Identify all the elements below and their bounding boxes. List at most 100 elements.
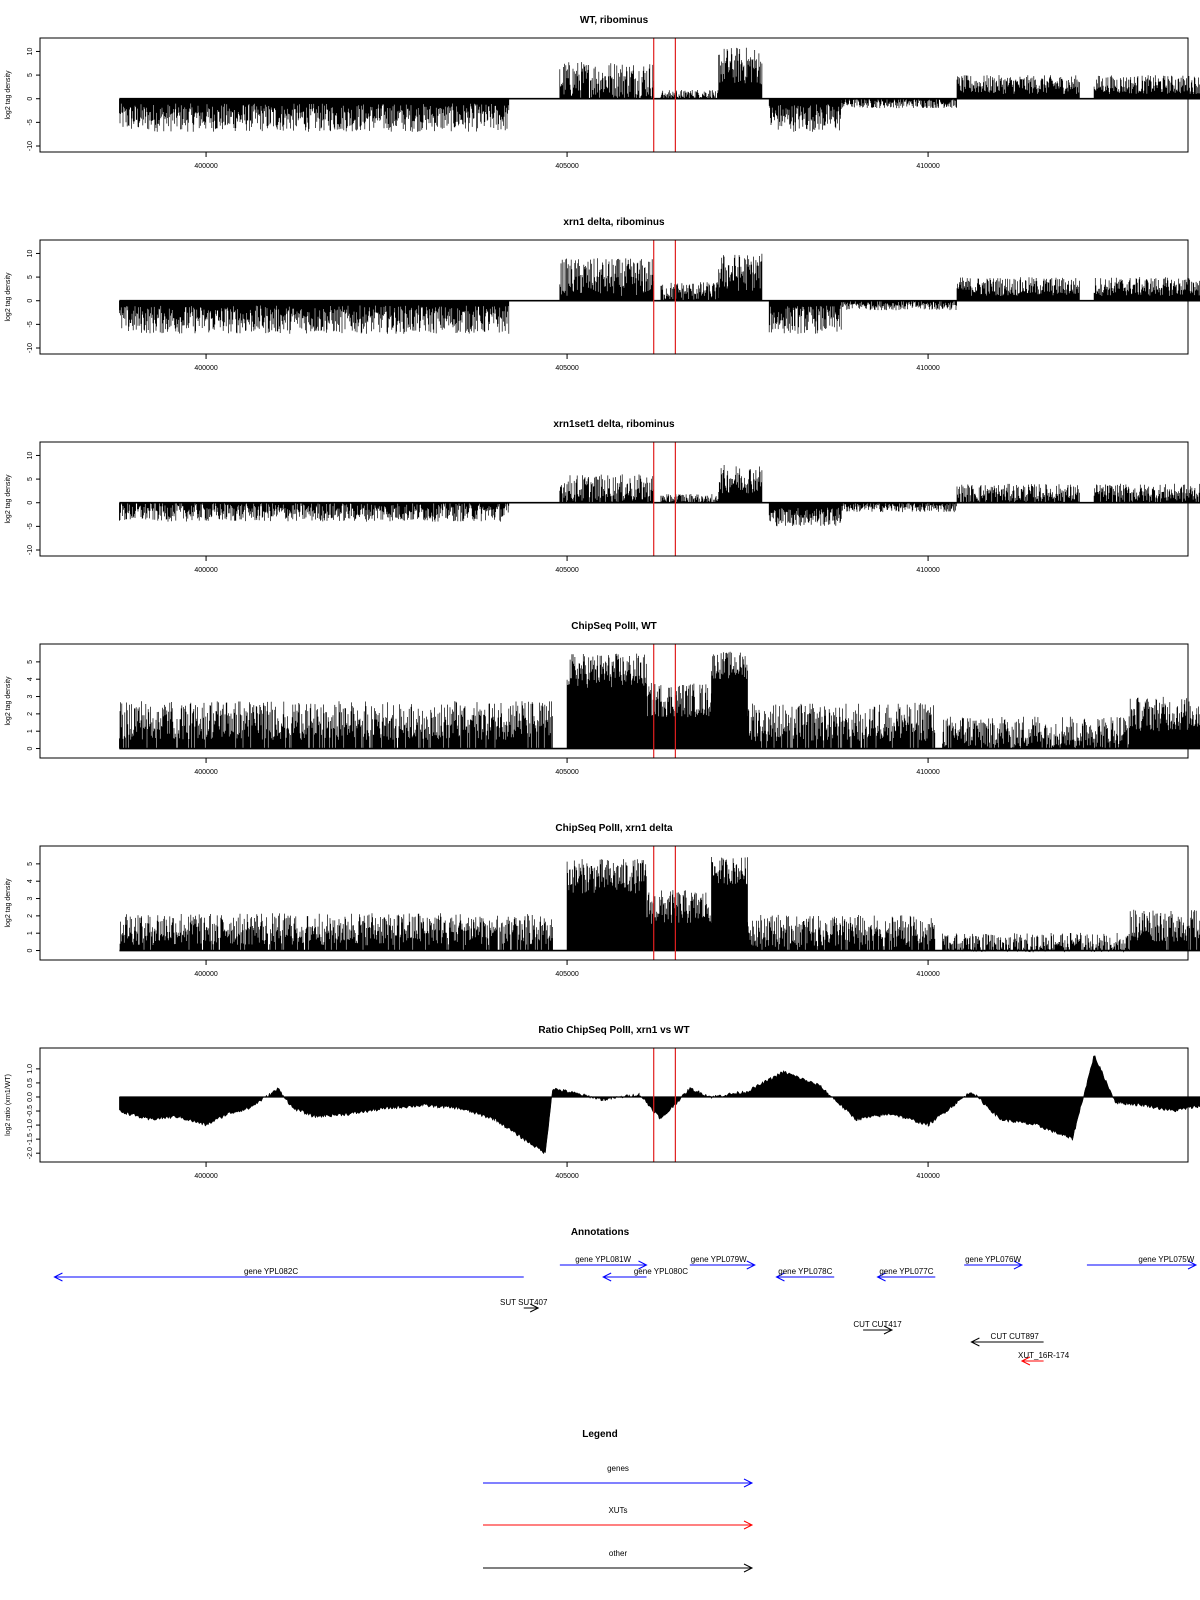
y-tick-label: 10 <box>27 451 34 459</box>
feature-label: gene YPL081W <box>575 1255 631 1264</box>
plot-frame <box>39 37 1189 153</box>
y-tick-label: 5 <box>27 862 34 866</box>
y-tick-label: 0 <box>27 97 34 101</box>
y-tick-label: 5 <box>27 275 34 279</box>
y-tick-label: -5 <box>27 119 34 125</box>
coverage-bars <box>646 683 712 749</box>
plot-frame <box>39 643 1189 759</box>
coverage-bars <box>768 98 842 132</box>
y-axis-label: log2 ratio (xrn1/WT) <box>5 1074 12 1136</box>
y-tick-label: 0.5 <box>27 1078 34 1088</box>
y-axis-label: log2 tag density <box>5 474 12 524</box>
x-tick-label: 405000 <box>555 971 578 978</box>
coverage-bars <box>942 932 1131 953</box>
y-tick-label: 3 <box>27 694 34 698</box>
track-panel: Ratio ChipSeq PolII, xrn1 vs WT log2 rati… <box>5 1025 1200 1180</box>
arrow-head <box>775 1272 785 1282</box>
arrow-head <box>876 1272 886 1282</box>
coverage-bars <box>1093 75 1200 99</box>
feature-label: SUT SUT407 <box>500 1298 548 1307</box>
y-tick-label: -5 <box>27 523 34 529</box>
y-tick-label: 3 <box>27 896 34 900</box>
coverage-bars <box>119 300 510 334</box>
arrow-head <box>743 1478 754 1488</box>
coverage-bars <box>942 716 1131 749</box>
arrow-head <box>746 1260 756 1270</box>
x-tick-label: 400000 <box>194 163 217 170</box>
legend: Legend genes XUTs other <box>483 1429 754 1573</box>
y-tick-label: -10 <box>27 343 34 353</box>
y-tick-label: 5 <box>27 73 34 77</box>
coverage-bars <box>711 651 748 749</box>
legend-label: XUTs <box>608 1506 627 1515</box>
x-tick-label: 405000 <box>555 769 578 776</box>
arrow-head <box>1020 1356 1031 1366</box>
y-tick-label: -1.0 <box>27 1119 34 1131</box>
feature-label: gene YPL079W <box>691 1255 747 1264</box>
y-tick-label: 0 <box>27 746 34 750</box>
coverage-bars <box>660 282 719 301</box>
coverage-bars <box>841 98 957 109</box>
coverage-bars <box>841 502 957 513</box>
y-axis-label: log2 tag density <box>5 676 12 726</box>
x-tick-label: 400000 <box>194 971 217 978</box>
x-tick-label: 405000 <box>555 1173 578 1180</box>
x-tick-label: 410000 <box>916 567 939 574</box>
coverage-bars <box>660 494 719 503</box>
arrow-head <box>529 1303 540 1313</box>
y-tick-label: 5 <box>27 660 34 664</box>
panel-title: ChipSeq PolII, xrn1 delta <box>555 823 673 834</box>
y-tick-label: -0.5 <box>27 1105 34 1117</box>
coverage-bars <box>1093 483 1200 503</box>
arrow-head <box>53 1272 63 1282</box>
coverage-bars <box>768 300 842 334</box>
y-tick-label: -10 <box>27 545 34 555</box>
y-axis-label: log2 tag density <box>5 272 12 322</box>
plot-frame <box>39 441 1189 557</box>
x-tick-label: 405000 <box>555 163 578 170</box>
coverage-bars <box>119 701 553 749</box>
plot-frame <box>39 845 1189 961</box>
feature-label: CUT CUT897 <box>991 1332 1040 1341</box>
panel-title: xrn1 delta, ribominus <box>563 217 665 228</box>
coverage-bars <box>718 465 763 503</box>
arrow-head <box>1187 1260 1198 1270</box>
plot-frame <box>39 239 1189 355</box>
coverage-bars <box>646 890 712 951</box>
feature-label: gene YPL076W <box>965 1255 1021 1264</box>
feature-label: gene YPL078C <box>778 1267 832 1276</box>
feature-label: gene YPL075W <box>1138 1255 1194 1264</box>
y-tick-label: 10 <box>27 47 34 55</box>
coverage-bars <box>956 483 1080 503</box>
x-tick-label: 400000 <box>194 1173 217 1180</box>
x-tick-label: 400000 <box>194 365 217 372</box>
x-tick-label: 400000 <box>194 769 217 776</box>
feature-label: gene YPL080C <box>634 1267 688 1276</box>
y-tick-label: 1 <box>27 931 34 935</box>
y-tick-label: -5 <box>27 321 34 327</box>
track-panel: ChipSeq PolII, xrn1 delta log2 tag densit… <box>5 823 1200 978</box>
arrow-head <box>970 1337 980 1347</box>
coverage-bars <box>747 914 936 951</box>
arrow-head <box>883 1325 894 1335</box>
coverage-bars <box>119 913 553 951</box>
x-tick-label: 400000 <box>194 567 217 574</box>
y-tick-label: 4 <box>27 677 34 681</box>
y-tick-label: 1 <box>27 729 34 733</box>
y-tick-label: -1.5 <box>27 1133 34 1145</box>
y-tick-label: 4 <box>27 879 34 883</box>
track-panel: xrn1set1 delta, ribominus log2 tag densit… <box>5 419 1200 574</box>
coverage-bars <box>566 653 647 749</box>
y-tick-label: 10 <box>27 249 34 257</box>
legend-title: Legend <box>582 1429 618 1440</box>
feature-label: XUT_16R-174 <box>1018 1351 1070 1360</box>
coverage-bars <box>718 253 763 301</box>
feature-label: gene YPL077C <box>879 1267 933 1276</box>
coverage-bars <box>559 62 654 99</box>
plot-frame <box>39 1047 1189 1163</box>
coverage-bars <box>711 857 748 951</box>
panel-title: xrn1set1 delta, ribominus <box>553 419 675 430</box>
ratio-area <box>119 1055 1200 1155</box>
